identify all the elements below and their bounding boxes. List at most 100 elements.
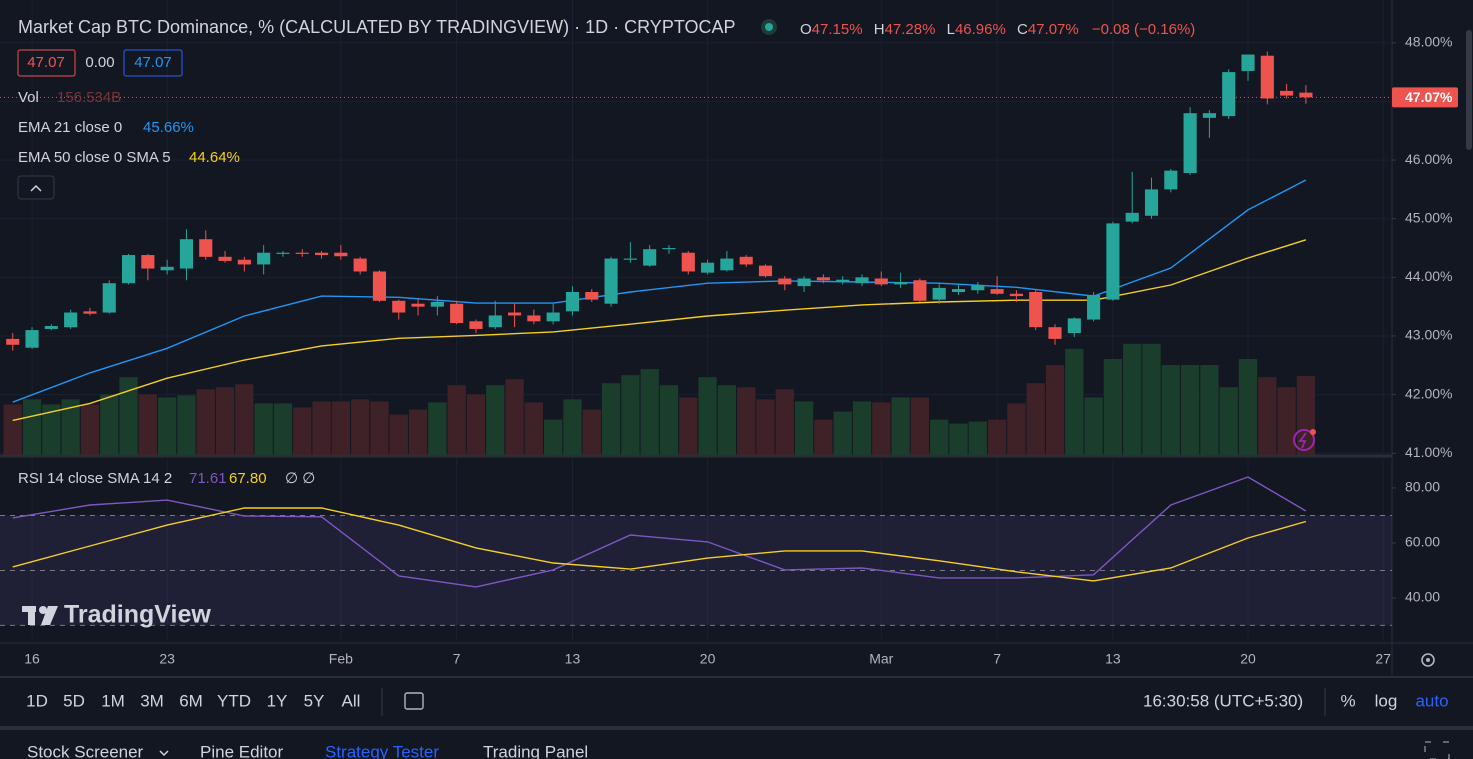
volume-bar: [1258, 377, 1277, 455]
range-button[interactable]: 1D: [26, 691, 48, 710]
tab-chevron[interactable]: [159, 750, 169, 757]
collapse-button[interactable]: [17, 175, 55, 200]
maximize-icon[interactable]: [1424, 741, 1450, 759]
range-button[interactable]: 1M: [101, 691, 125, 710]
sell-price[interactable]: 47.07: [27, 54, 65, 71]
candle-body: [218, 256, 232, 261]
range-button[interactable]: All: [342, 691, 361, 710]
volume-bar: [408, 409, 428, 455]
candle-body: [1009, 293, 1023, 297]
range-button[interactable]: 1Y: [267, 691, 288, 710]
scale-option[interactable]: %: [1340, 691, 1355, 710]
volume-bar: [1238, 358, 1258, 455]
candle-body: [392, 300, 406, 313]
volume-bar: [1296, 375, 1316, 455]
candle-body: [951, 289, 966, 292]
x-tick-label: 7: [453, 651, 461, 667]
alert-bolt[interactable]: [1298, 432, 1307, 449]
y-tick-label: 42.00%: [1405, 385, 1452, 401]
candle-body: [1164, 170, 1178, 190]
candle-body: [372, 271, 387, 301]
volume-bar: [852, 401, 872, 455]
candle-body: [932, 287, 946, 300]
volume-bar: [389, 414, 408, 455]
ohlc-value: 47.28%: [885, 21, 936, 38]
volume-bar: [756, 399, 775, 455]
panel-tab[interactable]: Pine Editor: [200, 742, 283, 759]
collapse-icon[interactable]: [30, 184, 42, 192]
candle-body: [44, 326, 58, 329]
scale-option[interactable]: auto: [1415, 691, 1448, 710]
scrollbar: [1466, 30, 1472, 150]
candle-body: [488, 315, 502, 328]
candle-body: [758, 265, 773, 277]
volume-bar: [1142, 343, 1161, 455]
range-button[interactable]: 6M: [179, 691, 203, 710]
range-button[interactable]: 3M: [140, 691, 164, 710]
range-button[interactable]: 5D: [63, 691, 85, 710]
ohlc-key: C: [1017, 21, 1028, 38]
volume-bar: [1161, 365, 1180, 455]
y-tick-label: 46.00%: [1405, 151, 1452, 167]
candle-body: [141, 255, 155, 269]
volume-value: 156.534B: [57, 89, 121, 106]
volume-bar: [293, 407, 312, 455]
candle-body: [121, 255, 136, 284]
candle-body: [1067, 318, 1081, 334]
price-label: 47.07%: [1405, 89, 1453, 105]
candle-body: [681, 252, 695, 272]
spread: 0.00: [85, 54, 114, 71]
sell-box[interactable]: [17, 49, 76, 77]
candle-body: [565, 291, 580, 312]
plot: [0, 0, 1392, 640]
volume-bar: [987, 419, 1007, 455]
alert-icon[interactable]: [1293, 429, 1315, 451]
candle-body: [1299, 92, 1313, 98]
panel-tab[interactable]: Trading Panel: [483, 742, 588, 759]
candle-body: [855, 277, 869, 284]
y-tick-label: 60.00: [1405, 534, 1440, 550]
candle-body: [604, 258, 618, 304]
volume-bar: [1045, 365, 1065, 455]
buy-box[interactable]: [123, 49, 183, 77]
clock: 16:30:58 (UTC+5:30): [1143, 691, 1303, 710]
buy-price[interactable]: 47.07: [134, 54, 172, 71]
candle-body: [739, 256, 753, 265]
volume-bar: [351, 399, 370, 455]
volume-bar: [331, 401, 351, 455]
settings-icon[interactable]: [1421, 653, 1435, 667]
candle-body: [990, 289, 1004, 294]
status-dot: [765, 23, 773, 31]
volume-bar: [968, 421, 987, 455]
candle-body: [585, 291, 599, 300]
ema50-value: 44.64%: [189, 149, 240, 166]
ohlc: O47.15% H47.28% L46.96% C47.07% −0.08 (−…: [800, 21, 1195, 38]
volume-bar: [1200, 365, 1219, 455]
ohlc-value: 46.96%: [955, 21, 1006, 38]
ohlc-value: 47.07%: [1028, 21, 1079, 38]
range-button[interactable]: 5Y: [304, 691, 325, 710]
alert-dot: [1310, 429, 1316, 435]
volume-bar: [1123, 343, 1142, 455]
settings-icon-core[interactable]: [1426, 658, 1430, 662]
volume-bar: [80, 404, 100, 455]
volume-bar: [1084, 397, 1103, 455]
volume-bar: [100, 394, 119, 455]
x-tick-label: 20: [700, 651, 716, 667]
date-range-icon[interactable]: [404, 692, 424, 710]
panel-tab[interactable]: Strategy Tester: [325, 742, 439, 759]
candle-body: [874, 278, 888, 285]
scale-option[interactable]: log: [1375, 691, 1398, 710]
volume-bar: [621, 375, 640, 455]
volume-bar: [254, 403, 273, 455]
candle-body: [257, 252, 271, 265]
price-label-box: [1392, 87, 1458, 108]
volume-bar: [872, 402, 891, 455]
x-tick-label: 20: [1240, 651, 1256, 667]
candle-body: [1106, 223, 1120, 300]
range-button[interactable]: YTD: [217, 691, 251, 710]
panel-tab[interactable]: Stock Screener: [27, 742, 144, 759]
candle-body: [701, 262, 715, 273]
candle-body: [662, 248, 676, 250]
